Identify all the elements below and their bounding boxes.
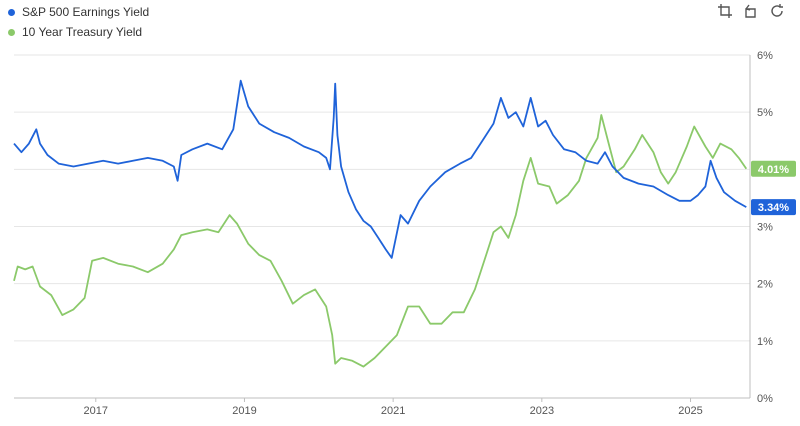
y-tick-label: 3%: [757, 222, 773, 234]
x-tick-label: 2025: [678, 405, 702, 417]
badge-treasury: 4.01%: [751, 160, 796, 177]
y-tick-label: 0%: [757, 393, 773, 405]
chart-toolbar: [716, 2, 786, 20]
sp500-earnings-yield-line: [13, 79, 747, 259]
badge-sp500: 3.34%: [751, 199, 796, 216]
y-tick-label: 1%: [757, 336, 773, 348]
crop-icon[interactable]: [716, 2, 734, 20]
undo-icon[interactable]: [742, 2, 760, 20]
badge-sp500-label: 3.34%: [758, 202, 789, 214]
badge-treasury-label: 4.01%: [758, 164, 789, 176]
series-lines: [13, 79, 748, 368]
y-tick-label: 6%: [757, 50, 773, 62]
x-tick-label: 2023: [530, 405, 554, 417]
x-tick-label: 2017: [84, 405, 108, 417]
legend-item-treasury[interactable]: 10 Year Treasury Yield: [8, 22, 149, 42]
legend-item-sp500[interactable]: S&P 500 Earnings Yield: [8, 2, 149, 22]
legend-label-treasury: 10 Year Treasury Yield: [22, 25, 143, 39]
y-tick-label: 5%: [757, 107, 773, 119]
legend-dot-treasury: [8, 28, 15, 36]
x-tick-label: 2021: [381, 405, 405, 417]
grid-lines: [14, 54, 750, 342]
legend: S&P 500 Earnings Yield 10 Year Treasury …: [8, 2, 149, 42]
legend-label-sp500: S&P 500 Earnings Yield: [22, 5, 150, 19]
badge-sp500-bg: [751, 199, 796, 216]
x-tick-label: 2019: [232, 405, 256, 417]
badge-treasury-bg: [751, 160, 796, 177]
legend-dot-sp500: [8, 8, 15, 16]
treasury-yield-line: [13, 114, 748, 368]
last-value-badges: 3.34% 4.01%: [751, 160, 796, 216]
y-tick-label: 2%: [757, 279, 773, 291]
refresh-icon[interactable]: [768, 2, 786, 20]
